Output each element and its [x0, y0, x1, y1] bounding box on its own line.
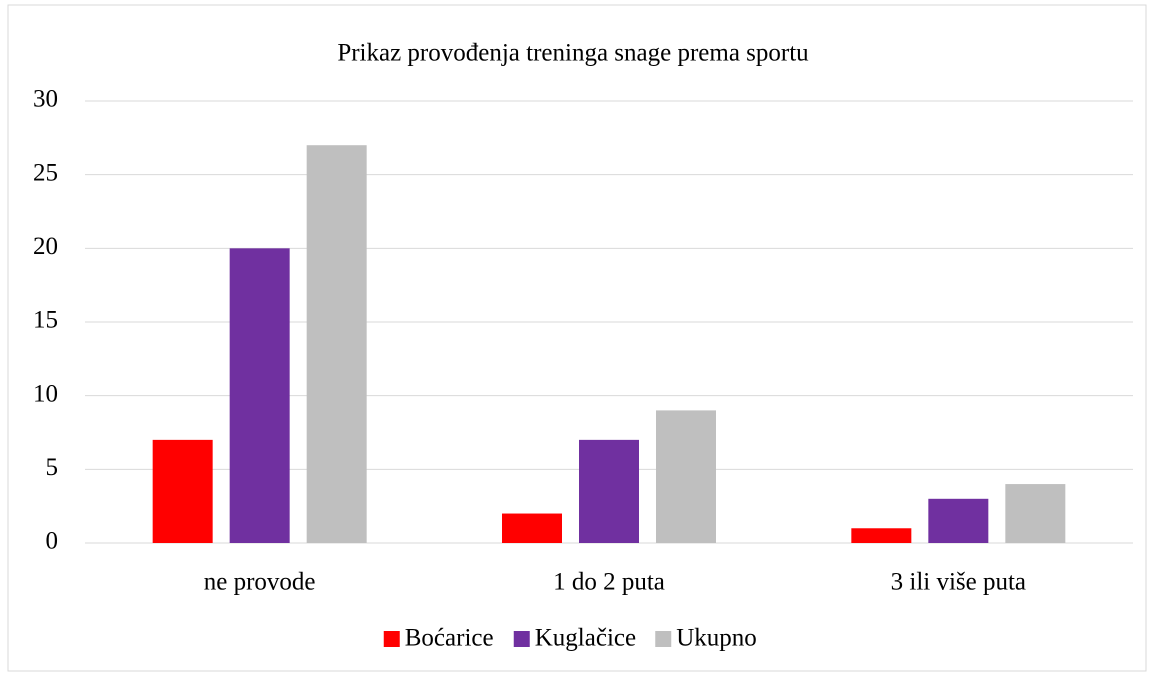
y-tick-label: 0 — [46, 528, 59, 555]
legend-swatch — [655, 631, 672, 647]
chart-title: Prikaz provođenja treninga snage prema s… — [337, 40, 809, 67]
x-tick-label: 1 do 2 puta — [553, 569, 665, 596]
legend-label: Kuglačice — [535, 625, 636, 652]
bar — [1005, 484, 1066, 543]
bar — [851, 528, 912, 543]
y-tick-label: 20 — [33, 233, 58, 260]
y-tick-label: 10 — [33, 380, 58, 407]
bar — [656, 410, 716, 543]
chart-border — [7, 4, 1147, 672]
y-tick-label: 15 — [33, 307, 58, 334]
legend-label: Ukupno — [676, 625, 757, 652]
y-tick-label: 30 — [33, 86, 58, 113]
legend-swatch — [513, 631, 530, 647]
y-tick-label: 25 — [33, 159, 58, 186]
bar — [928, 498, 989, 543]
y-tick-label: 5 — [46, 454, 59, 481]
legend-label: Boćarice — [405, 625, 494, 652]
bar — [306, 145, 367, 543]
bar — [579, 439, 639, 543]
x-tick-label: 3 ili više puta — [891, 569, 1026, 596]
bar — [229, 248, 290, 544]
bar — [502, 513, 562, 543]
legend-swatch — [383, 631, 400, 647]
x-tick-label: ne provode — [204, 569, 316, 596]
bar — [152, 439, 213, 543]
